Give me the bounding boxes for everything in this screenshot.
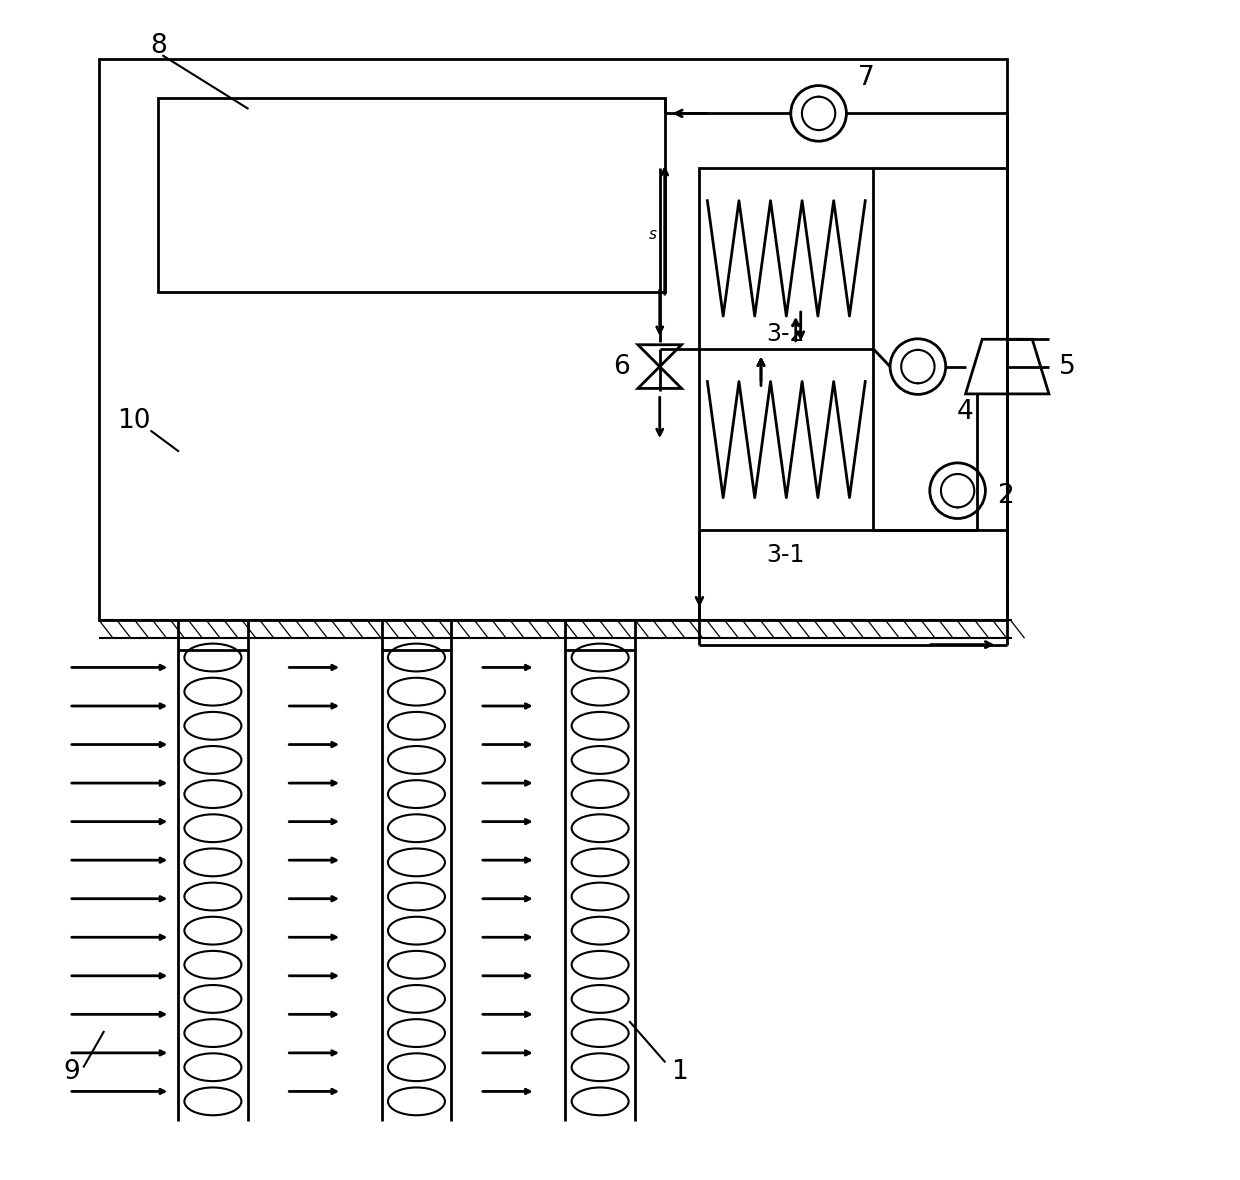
Bar	[699, 168, 873, 531]
Text: 3-1: 3-1	[766, 543, 805, 568]
Text: 2: 2	[997, 483, 1013, 509]
Text: 3-2: 3-2	[766, 322, 805, 346]
Text: 8: 8	[150, 33, 166, 59]
Text: 10: 10	[117, 408, 150, 434]
Text: 7: 7	[858, 65, 874, 91]
Bar	[159, 98, 665, 293]
Text: 1: 1	[671, 1058, 688, 1084]
Text: 5: 5	[1059, 354, 1075, 380]
Text: 9: 9	[63, 1058, 81, 1084]
Text: 4: 4	[957, 399, 973, 425]
Text: 6: 6	[614, 354, 630, 380]
Text: s: s	[649, 227, 657, 242]
Bar	[99, 59, 1007, 620]
